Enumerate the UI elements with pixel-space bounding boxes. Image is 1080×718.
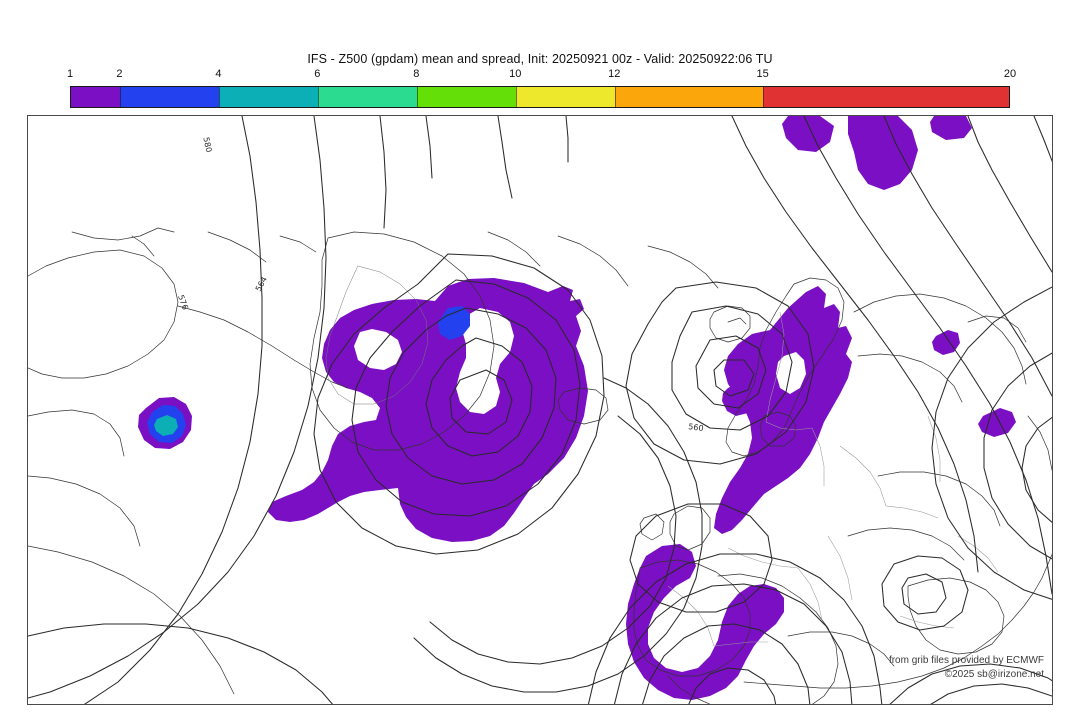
bullseye-core-4-6 (154, 415, 178, 436)
colorbar-band-8-10 (417, 87, 516, 107)
contour-label-580: 580 (201, 136, 213, 153)
colorbar-tick-2: 2 (116, 68, 123, 80)
colorbar-tick-1: 1 (66, 68, 74, 80)
colorbar-tick-6: 6 (314, 68, 321, 80)
colorbar-band-6-8 (318, 87, 417, 107)
spread-region-biscay-arc (626, 544, 784, 700)
spread-region-top-a (782, 116, 834, 152)
colorbar (70, 86, 1010, 108)
spread-region-top-b (848, 116, 918, 190)
colorbar-band-15-20 (763, 87, 1009, 107)
spread-hole-greenland (456, 308, 514, 414)
colorbar-tick-15: 15 (756, 68, 769, 80)
colorbar-tick-4: 4 (215, 68, 222, 80)
spread-bullseye-atlantic (138, 397, 192, 449)
spread-shading (138, 116, 1016, 700)
colorbar-band-1-2 (71, 87, 120, 107)
spread-hole-bothnia (776, 352, 806, 394)
country-borders (667, 311, 999, 647)
spread-region-novaya-zemlya (932, 330, 960, 355)
colorbar-band-4-6 (219, 87, 318, 107)
spread-region-barents-strip (978, 408, 1016, 437)
colorbar-tick-20: 20 (1003, 68, 1017, 80)
colorbar-tick-12: 12 (608, 68, 621, 80)
colorbar-tick-10: 10 (509, 68, 522, 80)
height-contours (28, 116, 1052, 704)
colorbar-band-12-15 (615, 87, 763, 107)
spread-region-top-c (930, 116, 972, 140)
contour-label-560: 560 (688, 422, 704, 433)
map-panel[interactable]: 580 564 560 576 from grib files provided… (27, 115, 1053, 705)
colorbar-tick-8: 8 (413, 68, 420, 80)
chart-title: IFS - Z500 (gpdam) mean and spread, Init… (307, 52, 773, 66)
contour-label-gr-a: 564 (254, 275, 269, 293)
spread-region-scandinavia (714, 286, 852, 534)
colorbar-band-2-4 (120, 87, 219, 107)
spread-core-greenland-blue (438, 306, 470, 340)
map-canvas: 580 564 560 576 (28, 116, 1052, 704)
colorbar-ticks: 1 2 4 6 8 10 12 15 20 (66, 68, 1016, 84)
colorbar-band-10-12 (516, 87, 615, 107)
